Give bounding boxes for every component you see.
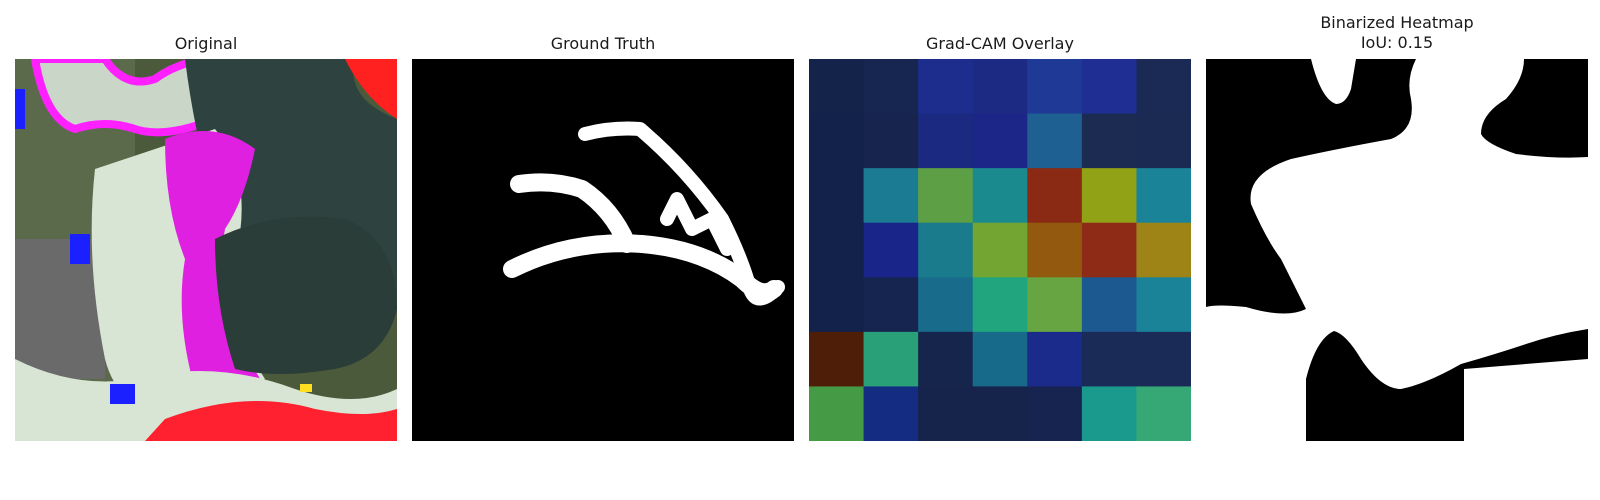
gradcam-cell-r0-c3 xyxy=(972,59,1028,115)
gradcam-cell-r2-c4 xyxy=(1027,168,1083,224)
binarized-heatmap-mask xyxy=(1206,59,1588,441)
gradcam-cell-r0-c5 xyxy=(1081,59,1137,115)
gradcam-cell-r1-c1 xyxy=(863,113,919,169)
ground-truth-mask-panel xyxy=(412,59,794,441)
gradcam-cell-r6-c1 xyxy=(863,386,919,441)
gradcam-cell-r6-c0 xyxy=(809,386,865,441)
gradcam-cell-r6-c6 xyxy=(1136,386,1191,441)
gradcam-cell-r1-c5 xyxy=(1081,113,1137,169)
gradcam-cell-r0-c2 xyxy=(918,59,974,115)
gradcam-cell-r5-c1 xyxy=(863,331,919,387)
binarized-title-line: Binarized Heatmap xyxy=(1320,13,1474,32)
gradcam-cell-r1-c6 xyxy=(1136,113,1191,169)
title-ground-truth: Ground Truth xyxy=(550,34,656,53)
gradcam-cell-r6-c3 xyxy=(972,386,1028,441)
gradcam-heatmap-grid xyxy=(809,59,1191,441)
gradcam-cell-r4-c2 xyxy=(918,277,974,333)
gradcam-cell-r1-c0 xyxy=(809,113,865,169)
gradcam-cell-r4-c1 xyxy=(863,277,919,333)
gradcam-cell-r4-c4 xyxy=(1027,277,1083,333)
gradcam-cell-r3-c6 xyxy=(1136,222,1191,278)
original-image-panel xyxy=(15,59,397,441)
gradcam-cell-r2-c2 xyxy=(918,168,974,224)
title-original: Original xyxy=(174,34,238,53)
gradcam-cell-r1-c2 xyxy=(918,113,974,169)
gradcam-cell-r0-c6 xyxy=(1136,59,1191,115)
ground-truth-shape xyxy=(503,121,785,306)
title-binarized-heatmap: Binarized Heatmap IoU: 0.15 xyxy=(1206,13,1588,53)
original-leaf-image xyxy=(15,59,397,441)
gradcam-cell-r0-c1 xyxy=(863,59,919,115)
gradcam-cell-r6-c5 xyxy=(1081,386,1137,441)
gradcam-cell-r3-c4 xyxy=(1027,222,1083,278)
gradcam-cell-r5-c6 xyxy=(1136,331,1191,387)
gradcam-cell-r5-c0 xyxy=(809,331,865,387)
gradcam-cell-r2-c6 xyxy=(1136,168,1191,224)
ground-truth-mask xyxy=(412,59,794,441)
gradcam-cell-r1-c4 xyxy=(1027,113,1083,169)
gradcam-cell-r4-c0 xyxy=(809,277,865,333)
title-gradcam-overlay: Grad-CAM Overlay xyxy=(926,34,1074,53)
gradcam-cell-r2-c5 xyxy=(1081,168,1137,224)
gradcam-cell-r3-c1 xyxy=(863,222,919,278)
gradcam-cell-r4-c6 xyxy=(1136,277,1191,333)
gradcam-cell-r1-c3 xyxy=(972,113,1028,169)
gradcam-cell-r3-c3 xyxy=(972,222,1028,278)
gradcam-cell-r3-c2 xyxy=(918,222,974,278)
iou-score-label: IoU: 0.15 xyxy=(1360,33,1434,52)
gradcam-cell-r3-c0 xyxy=(809,222,865,278)
gradcam-cell-r2-c1 xyxy=(863,168,919,224)
gradcam-cell-r0-c4 xyxy=(1027,59,1083,115)
gradcam-cell-r5-c2 xyxy=(918,331,974,387)
gradcam-cell-r6-c4 xyxy=(1027,386,1083,441)
gradcam-cell-r5-c4 xyxy=(1027,331,1083,387)
gradcam-cell-r4-c3 xyxy=(972,277,1028,333)
gradcam-cell-r0-c0 xyxy=(809,59,865,115)
gradcam-cell-r2-c0 xyxy=(809,168,865,224)
gradcam-cell-r5-c5 xyxy=(1081,331,1137,387)
binarized-heatmap-panel xyxy=(1206,59,1588,441)
gradcam-cell-r5-c3 xyxy=(972,331,1028,387)
gradcam-cell-r6-c2 xyxy=(918,386,974,441)
gradcam-cell-r3-c5 xyxy=(1081,222,1137,278)
gradcam-cell-r2-c3 xyxy=(972,168,1028,224)
gradcam-cell-r4-c5 xyxy=(1081,277,1137,333)
gradcam-overlay-panel xyxy=(809,59,1191,441)
